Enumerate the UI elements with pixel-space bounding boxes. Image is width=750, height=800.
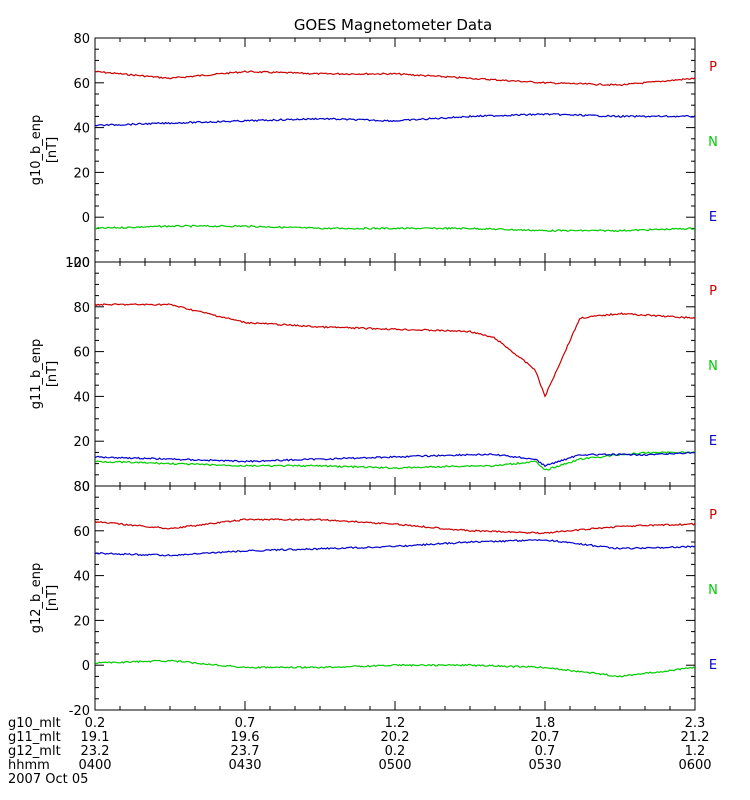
y-tick-label: 40: [73, 570, 90, 585]
series-line-P: [95, 518, 695, 535]
y-tick-label: 0: [82, 659, 90, 674]
y-tick-label: 40: [73, 390, 90, 405]
legend-label-E: E: [709, 434, 717, 449]
legend-label-P: P: [709, 508, 717, 523]
footer-value: 0430: [228, 758, 261, 773]
footer-value: 0.2: [85, 716, 106, 731]
series-line-E: [95, 451, 695, 468]
footer-value: 1.2: [385, 716, 406, 731]
time-axis-footer: g10_mlt 0.2 0.7 1.2 1.8 2.3 g11_mlt 19.1 19.6 20.…: [8, 716, 712, 787]
series-group: [95, 518, 695, 678]
series-line-E: [95, 112, 695, 127]
footer-value: 23.2: [81, 744, 110, 759]
footer-value: 1.2: [685, 744, 706, 759]
series-line-N: [95, 451, 695, 471]
y-axis-unit: [nT]: [45, 585, 60, 611]
y-tick-label: 20: [73, 435, 90, 450]
footer-value: 0.7: [535, 744, 556, 759]
y-tick-label: 100: [65, 256, 90, 271]
series-group: [95, 70, 695, 233]
y-tick-label: -20: [69, 256, 90, 271]
footer-value: 0500: [378, 758, 411, 773]
y-axis-label: g10_b_enp: [29, 115, 44, 186]
footer-value: 0.2: [385, 744, 406, 759]
legend-label-N: N: [708, 135, 718, 150]
series-line-P: [95, 70, 695, 87]
footer-row-label: g12_mlt: [8, 744, 61, 759]
series-line-P: [95, 303, 695, 398]
footer-value: 0530: [528, 758, 561, 773]
series-line-N: [95, 224, 695, 233]
footer-value: 0600: [678, 758, 711, 773]
panel-2: 0 20 40 60 80 100 g11_b_enp [nT] P N E: [29, 256, 718, 495]
series-group: [95, 303, 695, 471]
y-axis-label: g12_b_enp: [29, 563, 44, 634]
panel-3: -20 0 20 40 60 80 g12_b_enp [nT] P N E: [29, 480, 718, 719]
y-axis-unit: [nT]: [45, 361, 60, 387]
y-tick-label: 40: [73, 122, 90, 137]
y-tick-label: 80: [73, 32, 90, 47]
legend-label-E: E: [709, 658, 717, 673]
y-tick-label: 60: [73, 525, 90, 540]
y-axis-unit: [nT]: [45, 137, 60, 163]
y-tick-label: 60: [73, 77, 90, 92]
panel-frame: [94, 261, 696, 487]
y-tick-label: 20: [73, 614, 90, 629]
series-line-N: [95, 659, 695, 678]
footer-date: 2007 Oct 05: [8, 772, 88, 787]
legend-label-E: E: [709, 210, 717, 225]
series-line-E: [95, 539, 695, 557]
footer-row-label: g10_mlt: [8, 716, 61, 731]
footer-value: 1.8: [535, 716, 556, 731]
footer-row-label: g11_mlt: [8, 730, 61, 745]
y-tick-label: 0: [82, 480, 90, 495]
footer-value: 20.7: [531, 730, 560, 745]
y-axis-label: g11_b_enp: [29, 339, 44, 410]
footer-value: 2.3: [685, 716, 706, 731]
footer-value: 0.7: [235, 716, 256, 731]
footer-value: 23.7: [231, 744, 260, 759]
footer-value: 19.1: [81, 730, 110, 745]
legend-label-N: N: [708, 583, 718, 598]
y-tick-label: 60: [73, 346, 90, 361]
legend-label-P: P: [709, 60, 717, 75]
y-tick-label: 0: [82, 211, 90, 226]
y-tick-label: 80: [73, 480, 90, 495]
footer-value: 21.2: [681, 730, 710, 745]
legend-label-N: N: [708, 359, 718, 374]
footer-value: 0400: [78, 758, 111, 773]
footer-value: 19.6: [231, 730, 260, 745]
legend-label-P: P: [709, 284, 717, 299]
footer-row-label: hhmm: [8, 758, 50, 773]
panel-1: -20 0 20 40 60 80 g10_b_enp [nT] P N E: [29, 32, 718, 271]
footer-value: 20.2: [381, 730, 410, 745]
y-tick-label: 20: [73, 166, 90, 181]
chart-title: GOES Magnetometer Data: [294, 16, 492, 34]
panel-frame: [94, 485, 696, 711]
y-tick-label: -20: [69, 704, 90, 719]
y-tick-label: 80: [73, 301, 90, 316]
